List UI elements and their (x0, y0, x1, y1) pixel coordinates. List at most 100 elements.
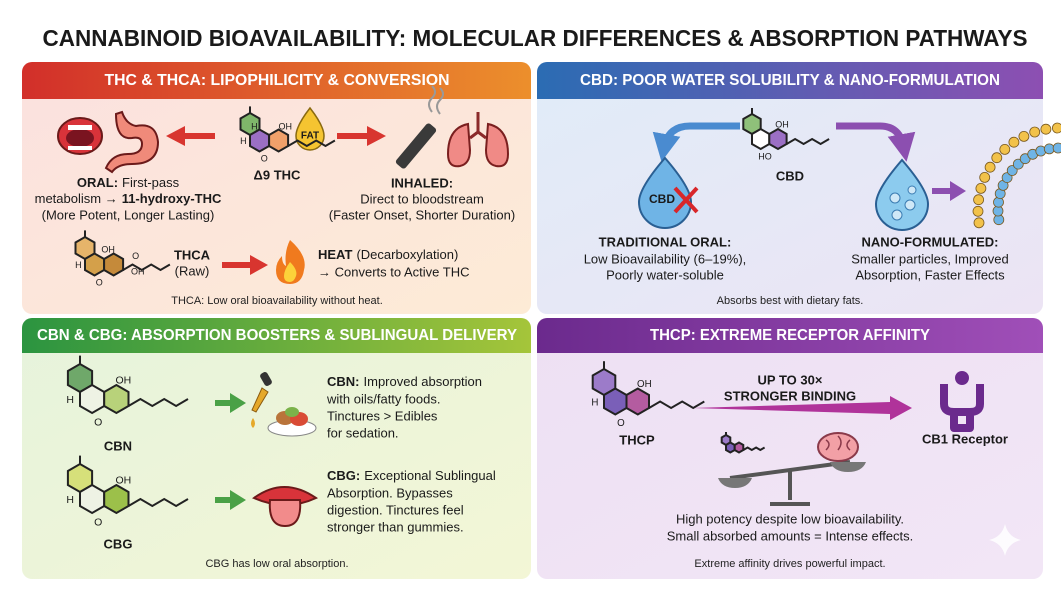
panel-heading: CBN & CBG: ABSORPTION BOOSTERS & SUBLING… (37, 327, 517, 344)
binding-arrow (692, 396, 912, 420)
molecule-label: CBN (104, 438, 132, 453)
red-cross-part (673, 186, 699, 214)
atom-label: OH (278, 122, 292, 132)
ring (79, 483, 106, 515)
side-chain (127, 397, 189, 408)
receptor-icon (940, 371, 984, 432)
ring (768, 127, 788, 151)
arrow-right-part (932, 181, 966, 201)
nano-line: Absorption, Faster Effects (855, 267, 1005, 282)
dropper-food-icon-part (285, 407, 299, 417)
nano-drop-part (907, 185, 917, 195)
lipid-head (1040, 123, 1052, 135)
receptor-icon-part (955, 371, 969, 385)
oral-label: TRADITIONAL ORAL: (599, 234, 732, 249)
atom-label: O (261, 154, 268, 164)
red-cross (673, 186, 699, 214)
ring (103, 252, 125, 277)
inhaled-note: (Faster Onset, Shorter Duration) (329, 207, 515, 222)
atom-label: OH (775, 119, 789, 129)
arrow-right-part (222, 255, 268, 275)
ring (103, 483, 130, 515)
atom-label: H (75, 260, 82, 270)
cbn-label: CBN: (327, 374, 360, 389)
nano-drop-part (874, 158, 930, 231)
ring (84, 252, 106, 277)
mouth-icon (57, 117, 103, 155)
cbn-line: with oils/fatty foods. (326, 391, 440, 406)
lipid-bilayer (972, 122, 1061, 229)
mouth-icon-part (68, 125, 92, 130)
lipid-head (1052, 122, 1061, 134)
panel-frames-part (22, 318, 531, 353)
atom-label: O (132, 251, 139, 261)
panel-heading: CBD: POOR WATER SOLUBILITY & NANO-FORMUL… (580, 72, 1000, 89)
oral-line: ORAL: First-pass (77, 175, 180, 190)
molecule: H OH H O (239, 106, 336, 164)
lipid-head (972, 205, 984, 217)
cbn-line: Tinctures > Edibles (327, 408, 438, 423)
cbg-line: CBG: Exceptional Sublingual (327, 468, 496, 483)
stomach-icon (104, 110, 160, 174)
lungs-icon (446, 112, 510, 168)
cbn-line: for sedation. (327, 425, 399, 440)
scale-icon-part (718, 478, 752, 488)
metabolite: 11-hydroxy-THC (122, 191, 222, 206)
arrow-right-part (215, 393, 246, 413)
cbg-line: digestion. Tinctures feel (327, 502, 464, 517)
scale-icon-part (770, 470, 810, 506)
cbg-text: Exceptional Sublingual (364, 468, 496, 483)
atom-label: H (240, 136, 247, 146)
lipid-head (973, 217, 985, 229)
molecule: OH O OH H O (74, 230, 171, 288)
lipid-head (991, 152, 1003, 164)
purple-arrow-part (836, 122, 916, 162)
lipid-head (975, 182, 987, 194)
vape-icon-part (428, 85, 444, 115)
panel-frames-part (537, 62, 1043, 99)
panel-footer: CBG has low oral absorption. (205, 558, 348, 570)
ring (733, 441, 745, 454)
mouth-icon-part (66, 129, 94, 147)
atom-label: O (617, 418, 625, 429)
heat-line: HEAT (Decarboxylation) (318, 247, 458, 262)
nano-label: NANO-FORMULATED: (862, 234, 999, 249)
lungs-icon-part (469, 112, 487, 140)
panel-frames-part (22, 62, 531, 314)
dropper-food-icon (251, 372, 317, 437)
oral-line: metabolism → 11-hydroxy-THC (35, 191, 222, 206)
ring (249, 128, 271, 153)
lipid-head (984, 161, 996, 173)
lipid-head (1018, 130, 1030, 142)
dropper-food-icon-part (251, 418, 255, 428)
arrow-left-part (166, 126, 215, 146)
side-chain (122, 263, 171, 272)
panel-frames (22, 62, 1043, 579)
heat-label: HEAT (318, 247, 352, 262)
scale-icon (718, 460, 866, 506)
molecule-label: CBD (776, 168, 804, 183)
cbn-text: Improved absorption (364, 374, 483, 389)
ring (751, 127, 771, 151)
body-line: Small absorbed amounts = Intense effects… (667, 528, 914, 543)
atom-label: O (94, 417, 102, 429)
lipid-head (1029, 126, 1041, 138)
fire-icon-part (276, 240, 305, 284)
side-chain (742, 446, 766, 452)
cbg-line: stronger than gummies. (327, 519, 464, 534)
atom-label: OH (116, 475, 132, 487)
lipid-head (979, 171, 991, 183)
stomach-icon-part (104, 110, 160, 174)
arrow-left (166, 126, 215, 146)
side-chain (648, 400, 705, 410)
nano-drop (874, 158, 930, 231)
arrow-right (215, 393, 246, 510)
binding-line: UP TO 30× (758, 372, 823, 387)
ring (725, 441, 736, 454)
panel-frames-part (22, 62, 531, 99)
